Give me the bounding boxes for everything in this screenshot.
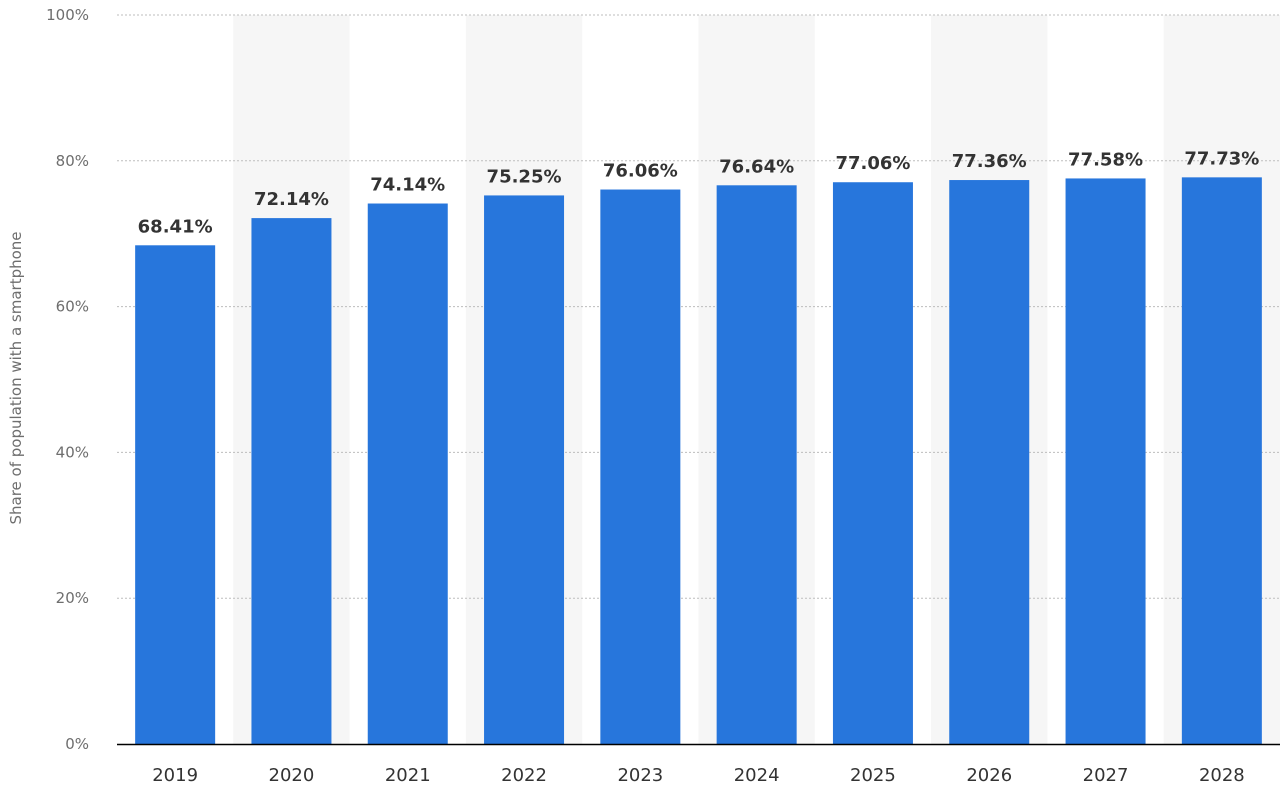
bar: [600, 189, 681, 745]
bar: [367, 203, 448, 744]
bars: [135, 177, 1262, 745]
x-tick-label: 2026: [966, 765, 1012, 786]
x-tick-label: 2024: [734, 765, 780, 786]
bar: [1181, 177, 1262, 745]
data-labels: 68.41% 72.14% 74.14% 75.25% 76.06% 76.64% 77.0…: [138, 148, 1260, 237]
bar: [484, 195, 565, 745]
y-axis: 0% 20% 40% 60% 80% 100%: [46, 6, 89, 753]
y-axis-title: Share of population with a smartphone: [7, 231, 25, 524]
bar: [251, 218, 332, 745]
x-tick-label: 2019: [152, 765, 198, 786]
x-tick-label: 2025: [850, 765, 896, 786]
x-tick-label: 2020: [269, 765, 315, 786]
y-tick-label: 100%: [46, 6, 89, 24]
data-label: 72.14%: [254, 189, 329, 210]
x-axis: 2019 2020 2021 2022 2023 2024 2025 2026 2027 2028: [117, 743, 1280, 786]
bar: [949, 180, 1030, 744]
y-tick-label: 60%: [56, 298, 89, 316]
data-label: 77.06%: [835, 153, 910, 174]
x-tick-label: 2028: [1199, 765, 1245, 786]
data-label: 77.73%: [1184, 148, 1259, 169]
x-tick-label: 2023: [617, 765, 663, 786]
bar: [832, 182, 913, 744]
y-tick-label: 0%: [65, 735, 89, 753]
bar: [135, 245, 216, 744]
data-label: 75.25%: [487, 166, 562, 187]
data-label: 77.58%: [1068, 149, 1143, 170]
x-tick-label: 2021: [385, 765, 431, 786]
y-tick-label: 20%: [56, 589, 89, 607]
data-label: 76.64%: [719, 156, 794, 177]
x-tick-label: 2027: [1083, 765, 1129, 786]
x-tick-label: 2022: [501, 765, 547, 786]
data-label: 76.06%: [603, 161, 678, 182]
data-label: 74.14%: [370, 175, 445, 196]
data-label: 68.41%: [138, 216, 213, 237]
y-tick-label: 80%: [56, 152, 89, 170]
bar: [716, 185, 797, 744]
data-label: 77.36%: [952, 151, 1027, 172]
y-tick-label: 40%: [56, 443, 89, 461]
bar: [1065, 178, 1146, 745]
